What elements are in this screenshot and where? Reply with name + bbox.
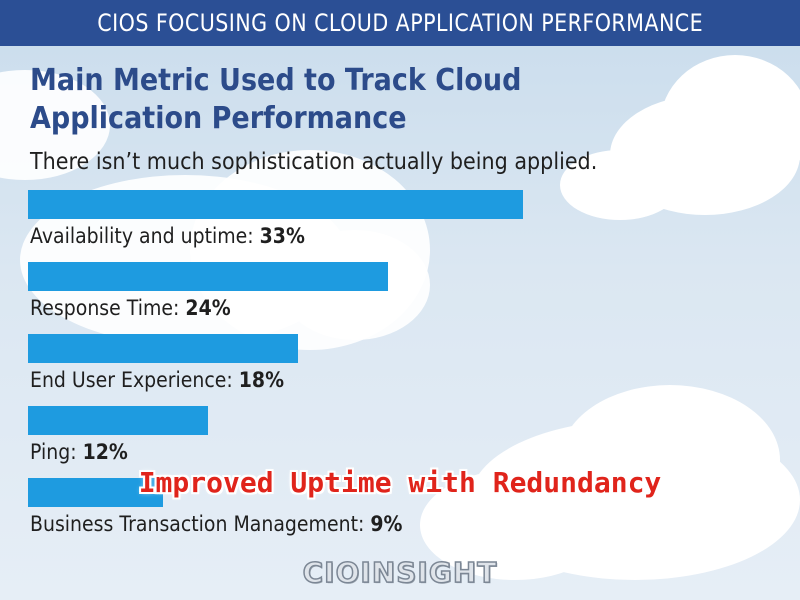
category-label: Availability and uptime:	[30, 224, 260, 248]
value-label: 9%	[370, 512, 403, 536]
category-label: Response Time:	[30, 296, 186, 320]
logo-text: CIOINSIGHT	[302, 555, 498, 590]
bar-ping	[28, 406, 208, 435]
overlay-caption: Improved Uptime with Redundancy	[138, 466, 662, 499]
bar-label: Business Transaction Management: 9%	[30, 512, 402, 536]
bar-business-transaction-management	[28, 478, 163, 507]
header-title: CIOS FOCUSING ON CLOUD APPLICATION PERFO…	[97, 9, 703, 37]
category-label: Business Transaction Management:	[30, 512, 371, 536]
value-label: 18%	[238, 368, 285, 392]
category-label: End User Experience:	[30, 368, 239, 392]
cio-insight-logo: CIOINSIGHT	[0, 555, 800, 590]
bar-label: Availability and uptime: 33%	[30, 224, 305, 248]
category-label: Ping:	[30, 440, 83, 464]
value-label: 12%	[82, 440, 128, 464]
value-label: 24%	[185, 296, 231, 320]
header-band: CIOS FOCUSING ON CLOUD APPLICATION PERFO…	[0, 0, 800, 46]
bar-label: Response Time: 24%	[30, 296, 231, 320]
chart-subtitle: There isn’t much sophistication actually…	[30, 149, 598, 175]
bar-label: End User Experience: 18%	[30, 368, 284, 392]
chart-title: Main Metric Used to Track Cloud Applicat…	[30, 63, 522, 136]
bar-label: Ping: 12%	[30, 440, 128, 464]
bar-end-user-experience	[28, 334, 298, 363]
bar-availability-and-uptime	[28, 190, 523, 219]
bar-response-time	[28, 262, 388, 291]
value-label: 33%	[259, 224, 305, 248]
